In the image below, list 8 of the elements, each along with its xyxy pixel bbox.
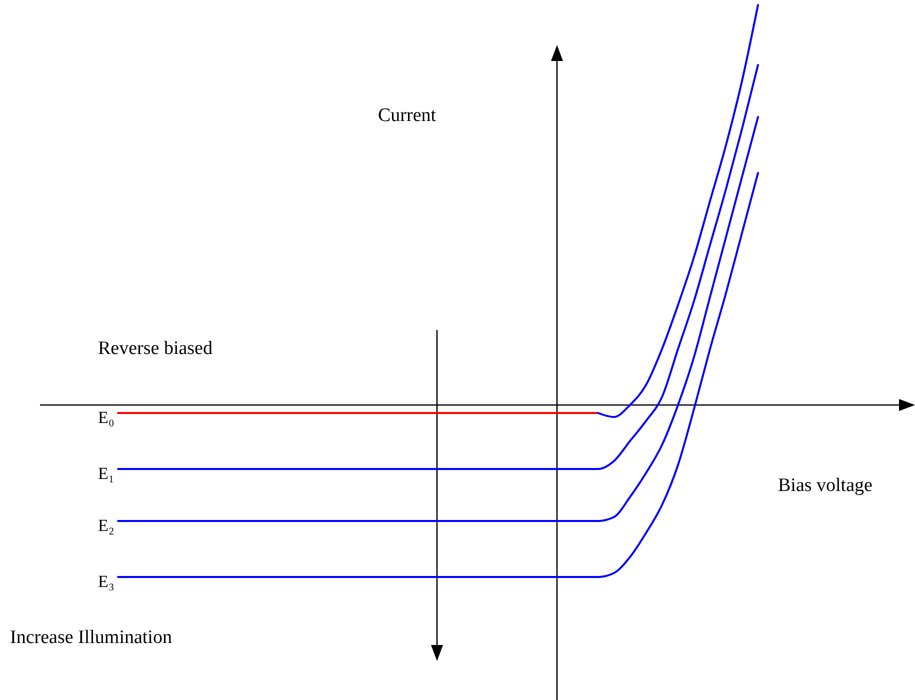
series-label: E₁ (98, 464, 114, 483)
series-label: E₂ (98, 516, 114, 535)
text: Increase Illumination (10, 627, 172, 648)
y-axis-title: Current (378, 105, 437, 126)
annotation: Reverse biased (98, 338, 213, 359)
series-label: E₀ (98, 408, 114, 427)
x-axis-title: Bias voltage (778, 475, 872, 496)
series-label: E₃ (98, 572, 114, 591)
